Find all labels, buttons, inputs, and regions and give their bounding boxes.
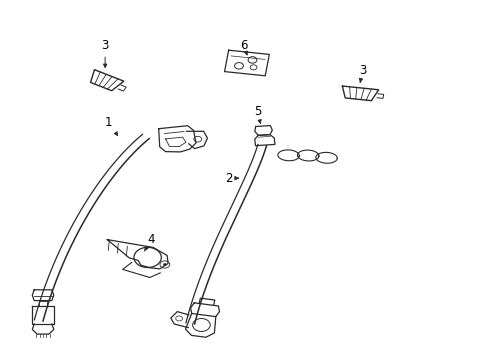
Text: 2: 2 xyxy=(224,172,238,185)
Text: 1: 1 xyxy=(104,116,117,135)
Text: 3: 3 xyxy=(358,64,366,82)
Circle shape xyxy=(163,264,166,266)
Text: 4: 4 xyxy=(144,233,155,251)
Text: 5: 5 xyxy=(253,105,261,124)
Text: 6: 6 xyxy=(239,39,247,55)
Text: 3: 3 xyxy=(101,39,109,67)
